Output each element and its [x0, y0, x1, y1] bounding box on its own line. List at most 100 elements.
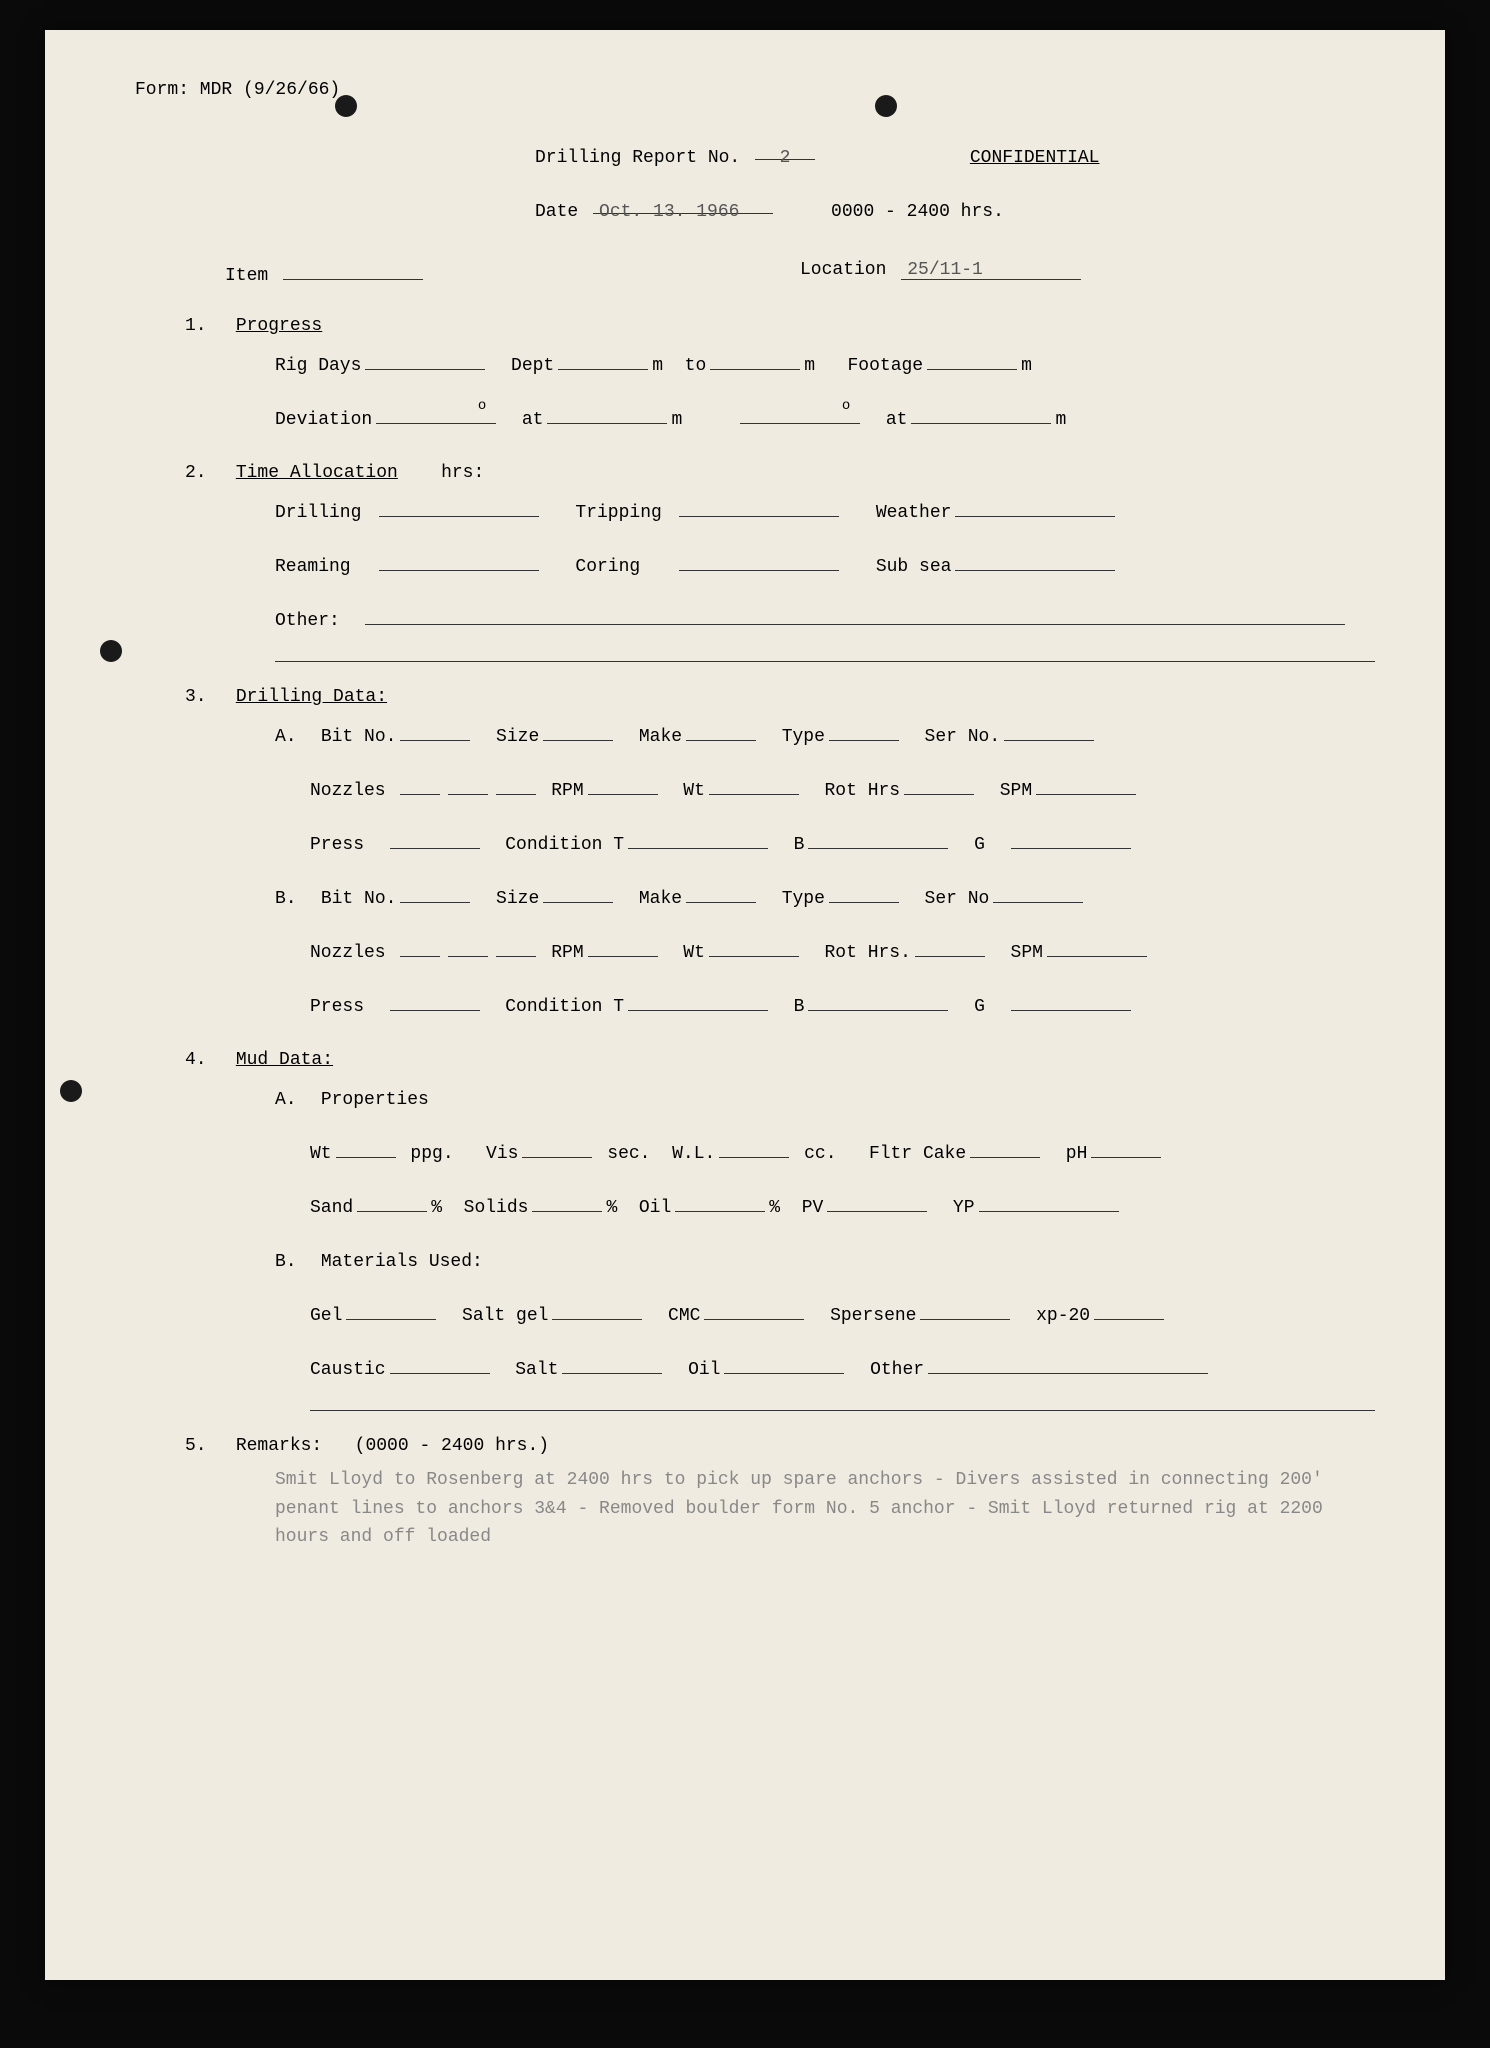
tripping-field — [679, 497, 839, 517]
yp-field — [979, 1192, 1119, 1212]
item-label: Item — [225, 266, 268, 286]
at-field — [547, 404, 667, 424]
make-label: Make — [639, 727, 682, 747]
properties-label: Properties — [321, 1090, 429, 1110]
remarks-title: Remarks: — [236, 1436, 322, 1456]
hrs-label: hrs: — [441, 463, 484, 483]
location-value: 25/11-1 — [901, 260, 1081, 280]
rpm-field — [588, 937, 658, 957]
type-field — [829, 883, 899, 903]
type-label: Type — [782, 727, 825, 747]
to-field — [710, 350, 800, 370]
reaming-field — [379, 551, 539, 571]
sub-a: A. — [275, 719, 310, 755]
tripping-label: Tripping — [575, 495, 675, 531]
oil-label: Oil — [639, 1198, 671, 1218]
caustic-field — [390, 1354, 490, 1374]
section-progress: 1. Progress Rig Days Deptm tom Footagem … — [185, 316, 1375, 438]
rot-hrs-field — [904, 775, 974, 795]
cmc-field — [704, 1300, 804, 1320]
section-number: 5. — [185, 1436, 225, 1456]
unit-m: m — [652, 356, 663, 376]
salt-label: Salt — [515, 1360, 558, 1380]
wl-label: W.L. — [672, 1144, 715, 1164]
rot-hrs-label: Rot Hrs. — [824, 943, 910, 963]
bit-no-label: Bit No. — [321, 889, 397, 909]
gel-field — [346, 1300, 436, 1320]
dept-label: Dept — [511, 356, 554, 376]
cond-g-field — [1011, 991, 1131, 1011]
report-no-label: Drilling Report No. — [535, 148, 740, 168]
rot-hrs-label: Rot Hrs — [824, 781, 900, 801]
form-code: Form: MDR (9/26/66) — [135, 80, 1375, 100]
nozzle-field — [400, 775, 440, 795]
make-label: Make — [639, 889, 682, 909]
wl-field — [719, 1138, 789, 1158]
rpm-label: RPM — [551, 781, 583, 801]
rpm-label: RPM — [551, 943, 583, 963]
b-label: B — [794, 835, 805, 855]
ser-no-label: Ser No — [925, 889, 990, 909]
section-title: Drilling Data: — [236, 687, 387, 707]
press-label: Press — [310, 835, 364, 855]
other-field — [928, 1354, 1208, 1374]
rot-hrs-field — [915, 937, 985, 957]
spersene-label: Spersene — [830, 1306, 916, 1326]
materials-label: Materials Used: — [321, 1252, 483, 1272]
pct-label: % — [606, 1198, 617, 1218]
unit-m: m — [671, 410, 682, 430]
spm-label: SPM — [1000, 781, 1032, 801]
at-field-2 — [911, 404, 1051, 424]
at-label: at — [886, 410, 908, 430]
section-number: 1. — [185, 316, 225, 336]
section-time-allocation: 2. Time Allocation hrs: Drilling Trippin… — [185, 463, 1375, 662]
nozzle-field — [448, 937, 488, 957]
vis-field — [522, 1138, 592, 1158]
cond-b-field — [808, 991, 948, 1011]
section-drilling-data: 3. Drilling Data: A. Bit No. Size Make T… — [185, 687, 1375, 1025]
salt-gel-field — [552, 1300, 642, 1320]
make-field — [686, 883, 756, 903]
ph-field — [1091, 1138, 1161, 1158]
sec-label: sec. — [607, 1144, 650, 1164]
salt-field — [562, 1354, 662, 1374]
g-label: G — [974, 835, 985, 855]
document-page: Form: MDR (9/26/66) Drilling Report No. … — [45, 30, 1445, 1980]
wt-label: Wt — [310, 1144, 332, 1164]
reaming-label: Reaming — [275, 549, 375, 585]
divider — [275, 661, 1375, 662]
press-field — [390, 829, 480, 849]
section-title: Mud Data: — [236, 1050, 333, 1070]
caustic-label: Caustic — [310, 1360, 386, 1380]
nozzle-field — [496, 775, 536, 795]
drilling-field — [379, 497, 539, 517]
press-field — [390, 991, 480, 1011]
spm-field — [1036, 775, 1136, 795]
cmc-label: CMC — [668, 1306, 700, 1326]
coring-label: Coring — [575, 549, 675, 585]
punch-hole — [60, 1080, 82, 1102]
gel-label: Gel — [310, 1306, 342, 1326]
bit-no-label: Bit No. — [321, 727, 397, 747]
nozzle-field — [400, 937, 440, 957]
to-label: to — [685, 356, 707, 376]
footage-label: Footage — [848, 356, 924, 376]
footage-field — [927, 350, 1017, 370]
fltr-cake-field — [970, 1138, 1040, 1158]
section-remarks: 5. Remarks: (0000 - 2400 hrs.) Smit Lloy… — [185, 1436, 1375, 1552]
bit-no-field — [400, 721, 470, 741]
solids-field — [532, 1192, 602, 1212]
unit-m: m — [1021, 356, 1032, 376]
rig-days-label: Rig Days — [275, 356, 361, 376]
wt-label: Wt — [683, 781, 705, 801]
remarks-body: Smit Lloyd to Rosenberg at 2400 hrs to p… — [275, 1466, 1325, 1552]
bit-no-field — [400, 883, 470, 903]
item-value — [283, 260, 423, 280]
punch-hole — [335, 95, 357, 117]
section-number: 2. — [185, 463, 225, 483]
sand-field — [357, 1192, 427, 1212]
other-label: Other: — [275, 611, 340, 631]
punch-hole — [875, 95, 897, 117]
size-field — [543, 721, 613, 741]
ser-no-field — [1004, 721, 1094, 741]
